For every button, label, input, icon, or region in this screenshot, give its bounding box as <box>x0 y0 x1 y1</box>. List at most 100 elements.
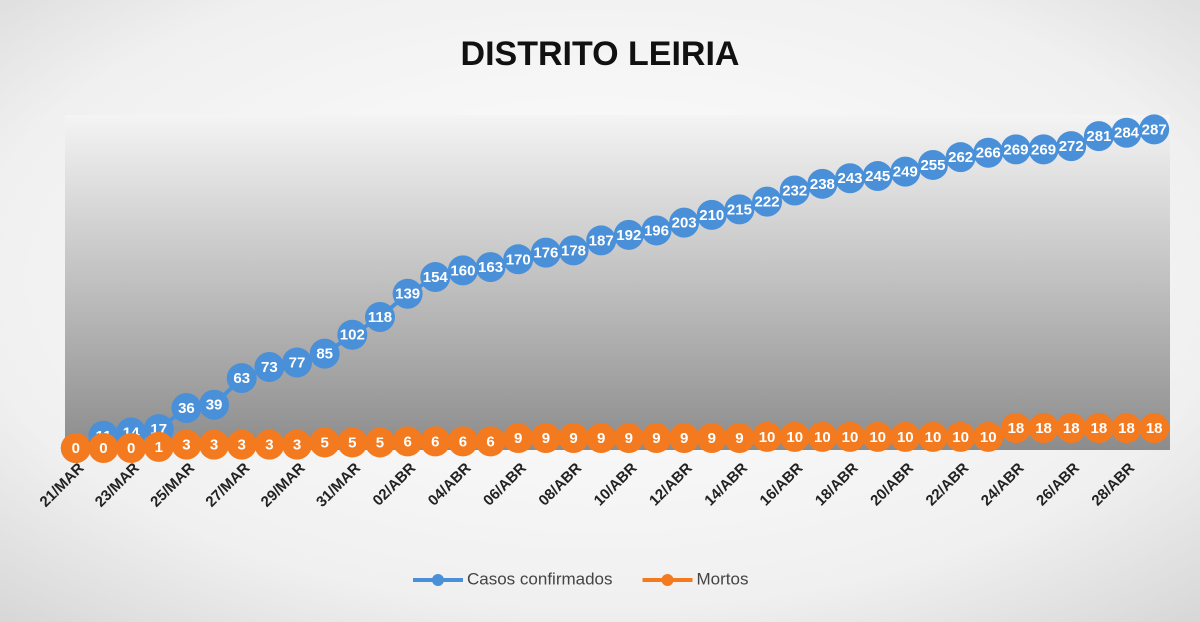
marker <box>116 433 147 463</box>
data-label: 73 <box>261 359 278 376</box>
marker <box>973 421 1004 452</box>
data-label: 266 <box>976 145 1001 162</box>
marker <box>696 199 727 230</box>
data-label: 5 <box>348 434 356 451</box>
marker <box>475 426 506 457</box>
marker <box>337 319 368 350</box>
marker <box>254 429 285 460</box>
marker <box>945 421 976 452</box>
data-label: 118 <box>368 309 392 326</box>
data-label: 10 <box>980 429 997 446</box>
data-label: 63 <box>233 370 250 387</box>
marker <box>558 423 589 454</box>
marker <box>917 421 948 452</box>
data-label: 187 <box>589 232 614 249</box>
data-label: 18 <box>1035 420 1052 437</box>
data-label: 243 <box>838 170 863 187</box>
data-label: 0 <box>72 440 80 457</box>
marker <box>282 347 313 378</box>
marker <box>641 215 672 246</box>
data-label: 170 <box>506 251 531 268</box>
data-label: 262 <box>948 149 973 166</box>
data-label: 203 <box>672 215 697 232</box>
legend-label: Mortos <box>697 569 749 588</box>
marker <box>779 421 810 452</box>
data-label: 3 <box>182 437 190 454</box>
data-label: 10 <box>842 429 859 446</box>
data-label: 272 <box>1059 138 1084 155</box>
data-label: 245 <box>865 168 890 185</box>
marker <box>337 427 368 458</box>
legend-label: Casos confirmados <box>467 569 613 588</box>
data-label: 10 <box>925 429 942 446</box>
marker <box>1028 413 1059 444</box>
marker <box>696 423 727 454</box>
marker <box>392 426 423 457</box>
data-label: 3 <box>293 437 301 454</box>
data-label: 9 <box>569 430 577 447</box>
data-label: 139 <box>395 286 420 303</box>
data-label: 0 <box>127 440 135 457</box>
data-label: 6 <box>403 433 411 450</box>
data-label: 9 <box>597 430 605 447</box>
data-label: 176 <box>533 245 558 262</box>
marker <box>420 426 451 457</box>
data-label: 36 <box>178 400 195 417</box>
marker <box>143 431 174 462</box>
marker <box>724 423 755 454</box>
marker <box>503 423 534 454</box>
marker <box>60 433 91 463</box>
marker <box>890 421 921 452</box>
data-label: 10 <box>814 429 831 446</box>
marker <box>309 427 340 458</box>
marker <box>613 219 644 250</box>
marker <box>752 186 783 217</box>
data-label: 3 <box>238 437 246 454</box>
data-label: 10 <box>759 429 776 446</box>
marker <box>835 421 866 452</box>
marker <box>724 194 755 225</box>
marker <box>890 156 921 187</box>
data-label: 215 <box>727 201 752 218</box>
marker <box>1028 134 1059 165</box>
data-label: 18 <box>1091 420 1108 437</box>
data-label: 85 <box>316 346 333 363</box>
marker <box>364 302 395 333</box>
data-label: 269 <box>1003 141 1028 158</box>
marker <box>282 429 313 460</box>
marker <box>835 163 866 194</box>
plot-area <box>65 115 1170 450</box>
data-label: 284 <box>1114 125 1140 142</box>
data-label: 249 <box>893 164 918 181</box>
data-label: 281 <box>1086 128 1111 145</box>
marker <box>226 429 257 460</box>
marker <box>447 255 478 286</box>
marker <box>779 175 810 206</box>
marker <box>613 423 644 454</box>
chart-title: DISTRITO LEIRIA <box>461 35 740 73</box>
marker <box>88 433 119 463</box>
marker <box>945 142 976 173</box>
marker <box>807 168 838 199</box>
data-label: 10 <box>786 429 803 446</box>
marker <box>862 161 893 192</box>
marker <box>1056 131 1087 162</box>
data-label: 196 <box>644 222 669 239</box>
marker <box>530 423 561 454</box>
marker <box>586 423 617 454</box>
marker <box>199 389 230 420</box>
marker <box>807 421 838 452</box>
marker <box>917 149 948 180</box>
marker <box>558 235 589 266</box>
marker <box>226 363 257 394</box>
marker <box>1056 413 1087 444</box>
marker <box>973 137 1004 168</box>
marker <box>1111 117 1142 148</box>
marker <box>254 351 285 382</box>
data-label: 18 <box>1118 420 1135 437</box>
data-label: 9 <box>708 430 716 447</box>
marker <box>1139 413 1170 444</box>
data-label: 18 <box>1008 420 1025 437</box>
data-label: 222 <box>755 194 780 211</box>
